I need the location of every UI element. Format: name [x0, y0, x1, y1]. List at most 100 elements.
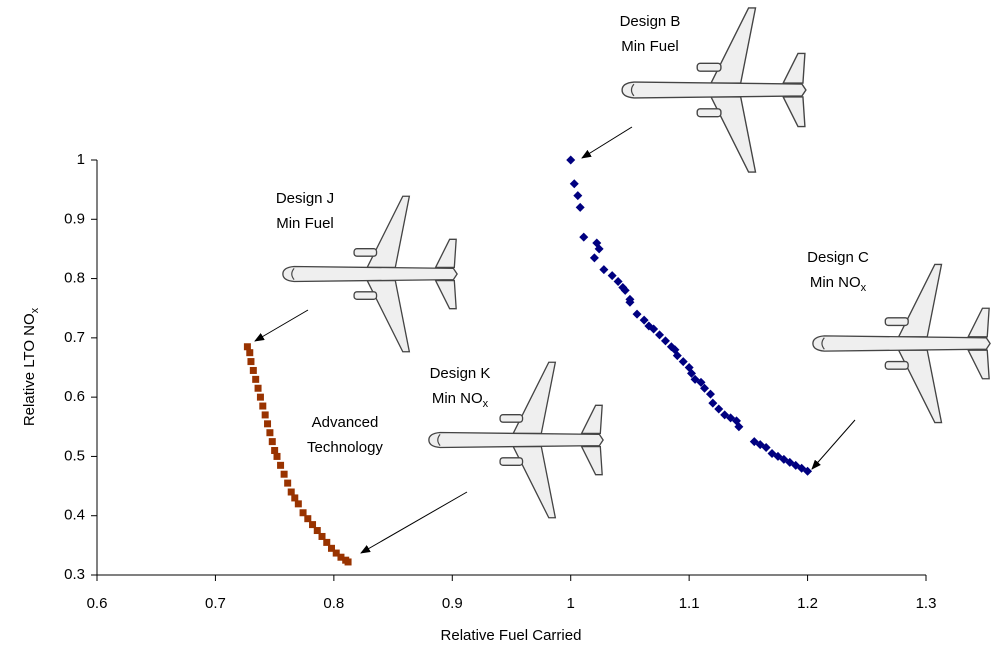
point	[304, 515, 312, 523]
point	[280, 470, 288, 478]
x-tick-label: 0.8	[323, 595, 344, 612]
point	[284, 479, 292, 487]
point	[803, 466, 813, 476]
y-axis-label: Relative LTO NOx	[21, 307, 41, 426]
annotation: Advanced	[312, 414, 379, 431]
annotation: Technology	[307, 439, 383, 456]
point	[332, 549, 340, 557]
x-tick-label: 0.6	[87, 595, 108, 612]
subscript: x	[29, 307, 41, 313]
annotation: Design C	[807, 249, 869, 266]
point	[318, 532, 326, 540]
y-tick-label: 0.7	[64, 329, 85, 346]
point	[268, 438, 276, 446]
point	[266, 429, 274, 437]
text-part: Design K	[430, 365, 491, 382]
point	[700, 383, 710, 393]
subscript: x	[483, 398, 489, 410]
x-tick-label: 0.9	[442, 595, 463, 612]
point	[607, 271, 617, 281]
airplanes	[282, 7, 991, 519]
text-part: Design C	[807, 249, 869, 266]
text-part: Advanced	[312, 414, 379, 431]
point	[261, 411, 269, 419]
annotation: Design J	[276, 190, 334, 207]
point	[291, 494, 299, 502]
point	[594, 244, 604, 254]
x-tick-label: 0.7	[205, 595, 226, 612]
annotation: Min Fuel	[276, 215, 334, 232]
text-part: Relative LTO NO	[21, 313, 38, 426]
point	[569, 179, 579, 189]
point	[575, 202, 585, 212]
text-part: Min NO	[810, 274, 861, 291]
annotation: Min Fuel	[621, 38, 679, 55]
text-part: Design J	[276, 190, 334, 207]
point	[277, 461, 285, 469]
point	[708, 398, 718, 408]
point	[589, 253, 599, 263]
point	[254, 384, 262, 392]
point	[566, 155, 576, 165]
point	[327, 544, 335, 552]
point	[599, 265, 609, 275]
point	[714, 404, 724, 414]
text-part: Min Fuel	[621, 38, 679, 55]
y-tick-label: 0.8	[64, 270, 85, 287]
point	[264, 420, 272, 428]
y-tick-label: 0.4	[64, 507, 85, 524]
annotation: Min NOx	[432, 390, 489, 410]
x-tick-label: 1.2	[797, 595, 818, 612]
point	[660, 336, 670, 346]
point	[313, 527, 321, 535]
point	[243, 343, 251, 351]
annotation: Design B	[620, 13, 681, 30]
point	[259, 402, 267, 410]
x-tick-label: 1.3	[916, 595, 937, 612]
y-tick-label: 0.5	[64, 447, 85, 464]
point	[734, 422, 744, 432]
series	[566, 155, 813, 476]
point	[256, 393, 264, 401]
x-tick-label: 1	[567, 595, 575, 612]
point	[687, 368, 697, 378]
point	[672, 351, 682, 361]
arrow	[360, 491, 468, 554]
series	[243, 343, 352, 566]
point	[761, 443, 771, 453]
point	[573, 191, 583, 201]
arrow	[581, 126, 633, 159]
y-tick-label: 1	[77, 151, 85, 168]
point	[287, 488, 295, 496]
point	[323, 538, 331, 546]
subscript: x	[861, 282, 867, 294]
point	[246, 349, 254, 357]
text-part: Min NO	[432, 390, 483, 407]
annotation: Min NOx	[810, 274, 867, 294]
point	[252, 375, 260, 383]
point	[696, 377, 706, 387]
y-tick-label: 0.3	[64, 566, 85, 583]
point	[649, 324, 659, 334]
point	[625, 297, 635, 307]
text-part: Min Fuel	[276, 215, 334, 232]
point	[344, 558, 352, 566]
airplane-b	[621, 7, 807, 173]
arrows	[254, 126, 856, 554]
airplane-k	[428, 361, 604, 519]
y-tick-label: 0.9	[64, 210, 85, 227]
point	[655, 330, 665, 340]
point	[579, 232, 589, 242]
point	[337, 553, 345, 561]
point	[249, 366, 257, 374]
text-part: Design B	[620, 13, 681, 30]
arrow	[811, 419, 856, 470]
x-tick-label: 1.1	[679, 595, 700, 612]
point	[294, 500, 302, 508]
point	[632, 309, 642, 319]
point	[613, 277, 623, 287]
x-axis-label: Relative Fuel Carried	[441, 627, 582, 644]
point	[247, 358, 255, 366]
point	[273, 452, 281, 460]
